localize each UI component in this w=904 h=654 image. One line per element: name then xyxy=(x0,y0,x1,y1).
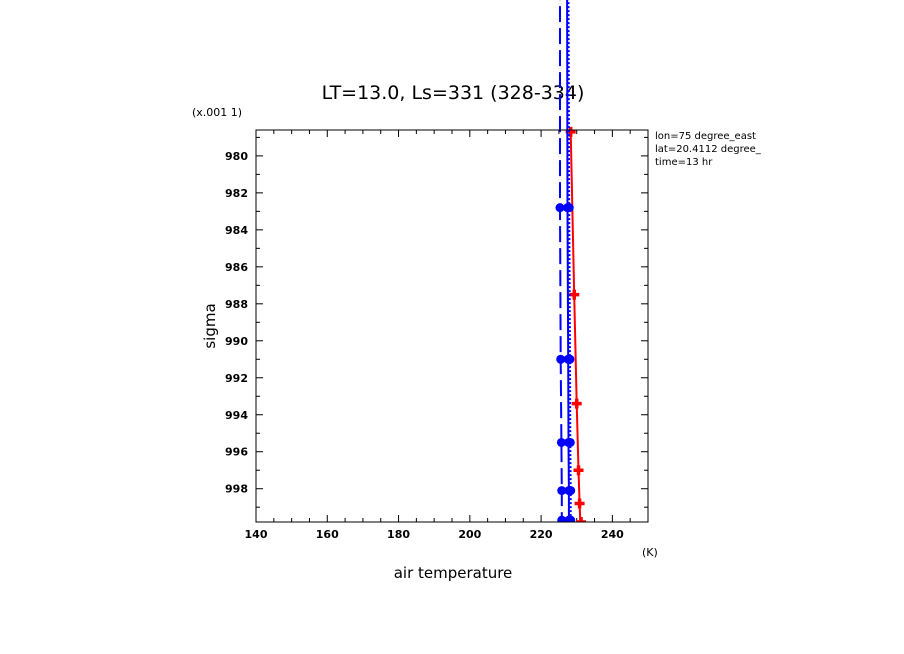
data-point-0 xyxy=(576,517,587,522)
annotation-lat: lat=20.4112 degree_ xyxy=(655,144,762,155)
x-tick-label: 160 xyxy=(316,528,339,541)
x-axis-label: air temperature xyxy=(394,564,513,582)
data-point-2 xyxy=(557,515,567,522)
y-tick-label: 988 xyxy=(225,298,248,311)
y-tick-label: 996 xyxy=(225,446,248,459)
annotation-time: time=13 hr xyxy=(655,157,713,168)
data-point-2 xyxy=(555,203,565,213)
y-tick-label: 982 xyxy=(225,187,248,200)
series-line-1 xyxy=(566,0,570,521)
data-point-0 xyxy=(571,398,582,409)
data-point-2 xyxy=(556,437,566,447)
data-point-0 xyxy=(573,465,584,476)
annotation-lon: lon=75 degree_east xyxy=(655,131,756,142)
x-tick-label: 140 xyxy=(245,528,268,541)
data-point-3 xyxy=(565,354,575,364)
plot-frame xyxy=(255,129,649,523)
y-tick-label: 992 xyxy=(225,372,248,385)
chart-title: LT=13.0, Ls=331 (328-334) xyxy=(322,82,585,104)
data-point-2 xyxy=(557,486,567,496)
series-line-0 xyxy=(569,131,582,522)
data-point-2 xyxy=(556,354,566,364)
x-unit-label: (K) xyxy=(642,546,658,559)
x-tick-label: 200 xyxy=(458,528,481,541)
data-point-3 xyxy=(565,437,575,447)
y-tick-label: 986 xyxy=(225,261,248,274)
data-point-3 xyxy=(566,486,576,496)
series-line-2 xyxy=(559,0,563,521)
x-tick-label: 180 xyxy=(387,528,410,541)
axes: 140 160 180 200 220 240 980 982 984 986 988 990 992 9… xyxy=(225,130,649,541)
data-point-0 xyxy=(569,289,580,300)
y-tick-label: 994 xyxy=(225,409,248,422)
data-point-0 xyxy=(574,498,585,509)
series-line-3 xyxy=(567,0,572,521)
series-layer xyxy=(555,0,587,522)
y-axis-label: sigma xyxy=(201,303,219,348)
y-tick-label: 990 xyxy=(225,335,248,348)
x-tick-label: 240 xyxy=(601,528,624,541)
data-point-3 xyxy=(564,203,574,213)
x-tick-label: 220 xyxy=(530,528,553,541)
data-point-3 xyxy=(566,515,576,522)
y-tick-label: 998 xyxy=(225,483,248,496)
y-scale-label: (x.001 1) xyxy=(192,106,242,119)
y-tick-label: 980 xyxy=(225,150,248,163)
y-tick-label: 984 xyxy=(225,224,248,237)
